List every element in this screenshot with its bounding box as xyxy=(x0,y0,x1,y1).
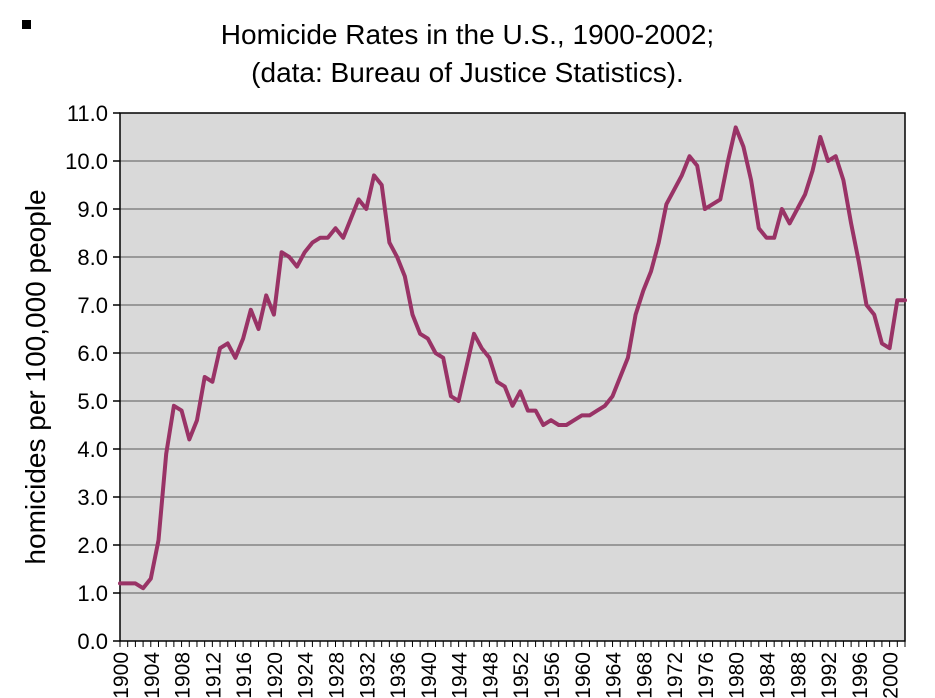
svg-text:1932: 1932 xyxy=(356,652,379,698)
svg-text:1984: 1984 xyxy=(756,652,779,698)
svg-text:8.0: 8.0 xyxy=(77,245,108,270)
svg-text:1916: 1916 xyxy=(233,652,256,698)
svg-text:1940: 1940 xyxy=(418,652,441,698)
svg-text:1964: 1964 xyxy=(603,652,626,698)
svg-text:1956: 1956 xyxy=(541,652,564,698)
svg-text:1936: 1936 xyxy=(387,652,410,698)
chart-title: Homicide Rates in the U.S., 1900-2002; (… xyxy=(0,16,935,92)
svg-text:11.0: 11.0 xyxy=(67,101,108,126)
svg-text:0.0: 0.0 xyxy=(77,629,108,654)
svg-text:1908: 1908 xyxy=(172,652,195,698)
svg-text:1960: 1960 xyxy=(572,652,595,698)
svg-text:1980: 1980 xyxy=(726,652,749,698)
svg-text:1928: 1928 xyxy=(325,652,348,698)
chart-title-line2: (data: Bureau of Justice Statistics). xyxy=(251,56,684,88)
svg-text:5.0: 5.0 xyxy=(77,389,108,414)
svg-text:1976: 1976 xyxy=(695,652,718,698)
svg-text:1948: 1948 xyxy=(479,652,502,698)
chart-title-line1: Homicide Rates in the U.S., 1900-2002; xyxy=(220,19,715,50)
svg-text:1904: 1904 xyxy=(141,652,164,698)
svg-text:3.0: 3.0 xyxy=(77,485,108,510)
svg-text:1952: 1952 xyxy=(510,652,533,698)
svg-text:2000: 2000 xyxy=(880,652,903,698)
svg-text:1992: 1992 xyxy=(818,652,841,698)
svg-text:6.0: 6.0 xyxy=(77,341,108,366)
svg-text:1988: 1988 xyxy=(787,652,810,698)
svg-text:7.0: 7.0 xyxy=(77,293,108,318)
svg-text:1996: 1996 xyxy=(849,652,872,698)
svg-text:1924: 1924 xyxy=(295,652,318,698)
svg-text:1920: 1920 xyxy=(264,652,287,698)
svg-text:1944: 1944 xyxy=(449,652,472,698)
svg-text:1968: 1968 xyxy=(633,652,656,698)
svg-text:10.0: 10.0 xyxy=(65,149,108,174)
svg-text:1912: 1912 xyxy=(202,652,225,698)
corner-marker xyxy=(22,20,31,29)
svg-text:1900: 1900 xyxy=(110,652,133,698)
svg-text:1.0: 1.0 xyxy=(77,581,108,606)
svg-text:2.0: 2.0 xyxy=(77,533,108,558)
svg-text:4.0: 4.0 xyxy=(77,437,108,462)
svg-text:9.0: 9.0 xyxy=(77,197,108,222)
svg-text:1972: 1972 xyxy=(664,652,687,698)
